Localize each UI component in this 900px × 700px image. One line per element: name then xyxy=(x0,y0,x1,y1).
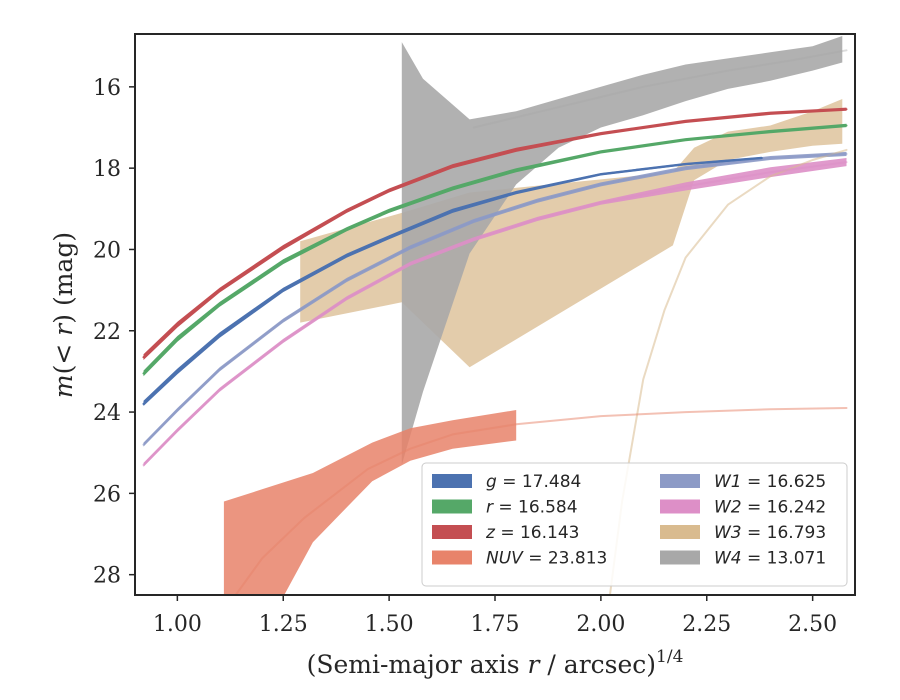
x-tick-label: 2.25 xyxy=(682,612,731,637)
series-line-r xyxy=(142,124,848,375)
y-tick-label: 26 xyxy=(93,482,121,507)
x-tick-label: 1.75 xyxy=(471,612,520,637)
x-tick-label: 2.00 xyxy=(576,612,625,637)
series-line-nuv xyxy=(234,407,848,595)
legend-box xyxy=(421,462,848,587)
legend-swatch-w2 xyxy=(660,499,700,514)
x-tick-label: 1.50 xyxy=(365,612,414,637)
legend-label-w4: W4 = 13.071 xyxy=(714,549,826,569)
y-tick-label: 28 xyxy=(93,564,121,589)
y-tick-label: 20 xyxy=(93,238,121,263)
series-lines xyxy=(142,49,848,595)
series-line-z xyxy=(142,108,848,359)
y-tick-label: 24 xyxy=(93,401,121,426)
band-r xyxy=(143,123,847,377)
series-line-w4 xyxy=(472,49,848,129)
legend-swatch-g xyxy=(432,474,472,488)
legend-label-nuv: NUV = 23.813 xyxy=(486,549,607,569)
legend-label-w2: W2 = 16.242 xyxy=(714,498,826,518)
legend-swatch-w1 xyxy=(660,474,700,488)
series-line-w1 xyxy=(142,152,848,446)
legend-swatch-z xyxy=(432,525,472,539)
band-nuv xyxy=(223,410,517,595)
y-tick-label: 16 xyxy=(93,76,121,101)
series-line-g xyxy=(142,157,763,405)
y-axis-label: m(< r) (mag) xyxy=(49,232,78,398)
y-tick-label: 18 xyxy=(93,157,121,182)
x-axis-ticks: 1.00 1.25 1.50 1.75 2.00 2.25 2.50 xyxy=(153,595,837,637)
x-tick-label: 1.00 xyxy=(153,612,202,637)
legend-swatch-w4 xyxy=(660,550,700,565)
legend-label-r: r = 16.584 xyxy=(486,498,578,518)
legend: g = 17.484 r = 16.584 z = 16.143 NUV = 23.8… xyxy=(421,462,848,587)
legend-swatch-r xyxy=(432,499,472,514)
x-tick-label: 2.50 xyxy=(788,612,837,637)
x-axis-label: (Semi-major axis r / arcsec)1/4 xyxy=(307,647,684,679)
legend-label-z: z = 16.143 xyxy=(485,523,579,543)
legend-label-w1: W1 = 16.625 xyxy=(714,472,826,492)
series-line-w3 xyxy=(608,148,848,595)
y-tick-label: 22 xyxy=(93,320,121,345)
legend-label-g: g = 17.484 xyxy=(486,472,581,492)
legend-label-w3: W3 = 16.793 xyxy=(714,523,826,543)
series-line-w2 xyxy=(142,161,848,466)
x-tick-label: 1.25 xyxy=(259,612,308,637)
y-axis-ticks: 16 18 20 22 24 26 28 xyxy=(93,76,135,589)
legend-swatch-w3 xyxy=(660,525,700,539)
band-w4 xyxy=(401,36,843,465)
legend-swatch-nuv xyxy=(432,550,472,565)
